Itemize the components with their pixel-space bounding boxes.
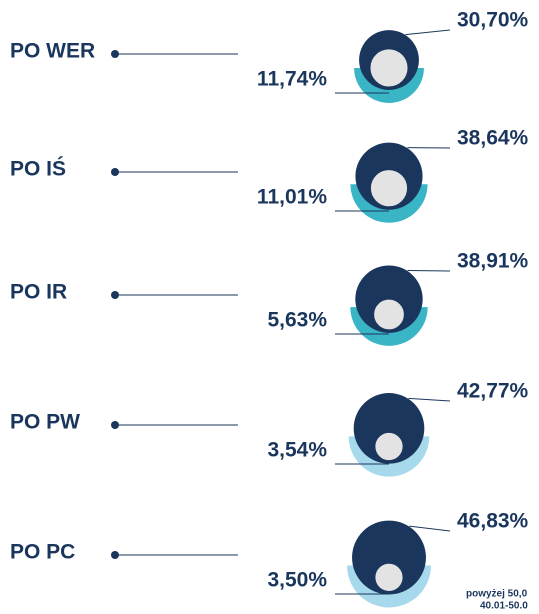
inner-circle (369, 48, 409, 88)
category-label: PO PW (10, 411, 80, 434)
top-value: 46,83% (457, 510, 529, 533)
top-value: 38,91% (457, 250, 529, 273)
top-leader (408, 397, 451, 402)
bottom-value: 11,74% (257, 68, 327, 91)
top-leader (405, 29, 451, 36)
inner-circle (373, 298, 405, 331)
legend-label: powyżej 50,0 (466, 589, 528, 600)
bottom-value: 5,63% (267, 309, 327, 332)
category-label: PO IR (10, 281, 67, 304)
category-label: PO IŚ (10, 157, 66, 181)
top-circle (352, 520, 426, 595)
top-value: 38,64% (457, 127, 529, 150)
legend-label: 40.01-50.0 (480, 601, 528, 612)
top-value: 30,70% (457, 9, 529, 32)
inner-circle (374, 431, 404, 462)
top-leader (409, 525, 451, 532)
bottom-value: 3,54% (267, 439, 327, 462)
bottom-value: 11,01% (257, 186, 327, 209)
bottom-value: 3,50% (267, 569, 327, 592)
top-circle (353, 393, 425, 464)
category-label: PO WER (10, 40, 95, 63)
category-label: PO PC (10, 541, 75, 564)
top-value: 42,77% (457, 380, 529, 403)
inner-circle (374, 562, 404, 592)
inner-circle (369, 169, 409, 208)
